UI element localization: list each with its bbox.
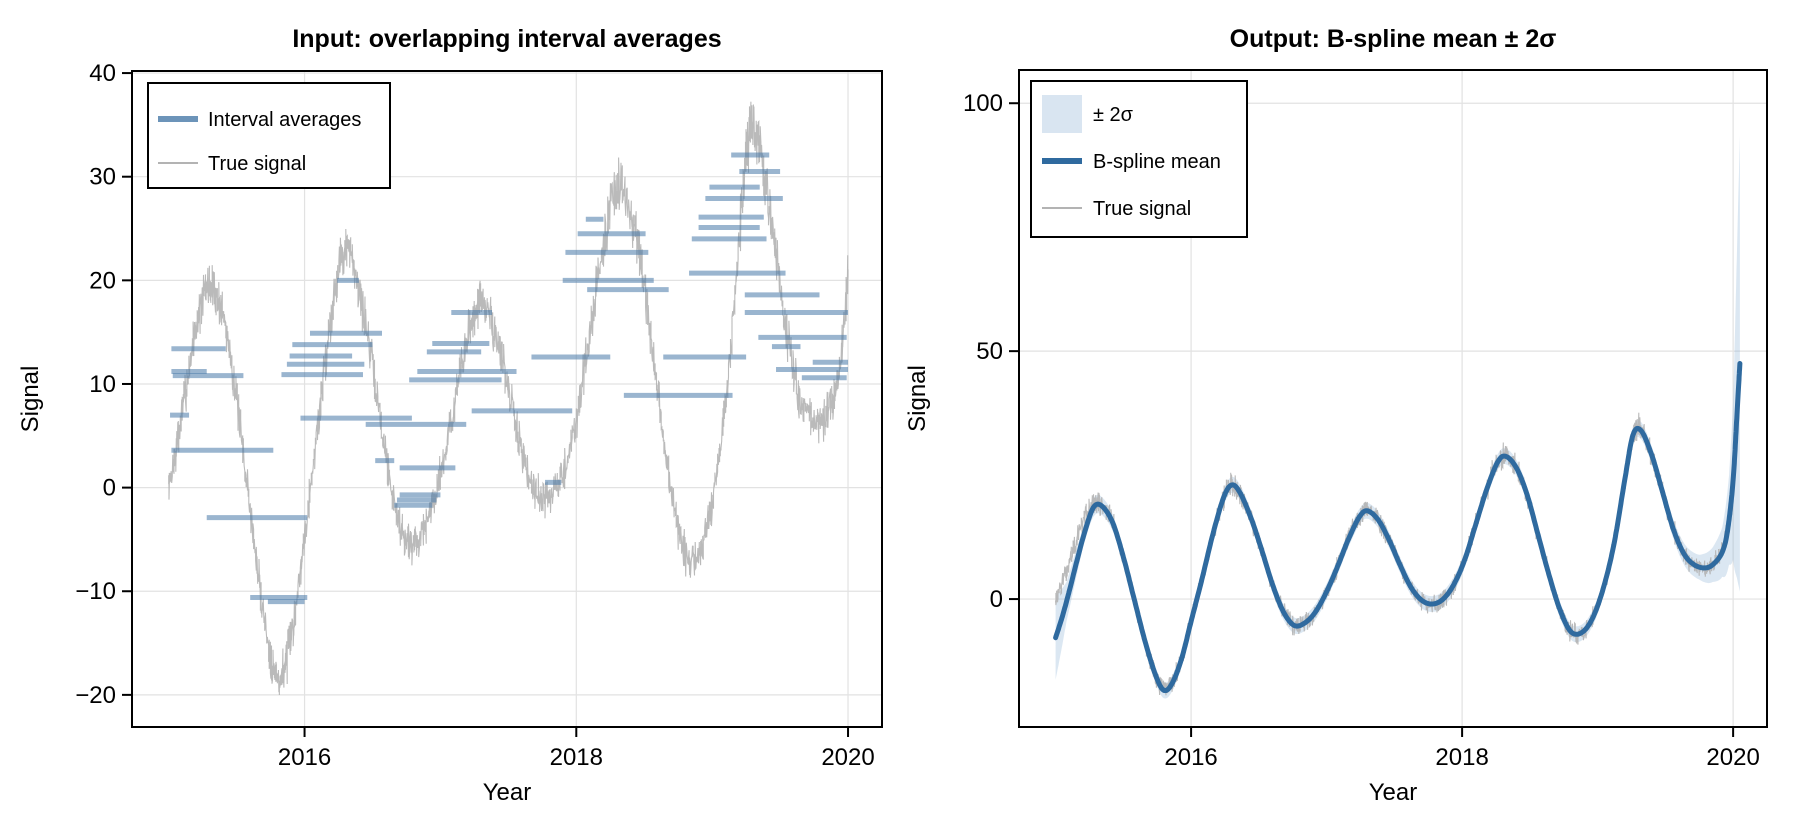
true-signal-line [168,101,849,696]
bspline-mean-line [1053,361,1743,694]
y-tick-label: 100 [963,90,1003,117]
legend: Interval averages True signal [147,82,391,189]
x-axis-label: Year [483,779,532,806]
plot-area [1053,135,1743,699]
x-tick-label: 2016 [278,744,331,771]
legend-entry-label: True signal [208,153,306,175]
y-tick-label: 20 [89,267,116,294]
plot-area [168,101,849,696]
panel-left: 2016 2018 2020 −20 −10 0 10 20 30 40 Input: overla… [17,25,883,806]
legend-entry-label: ± 2σ [1093,104,1134,126]
y-tick-label: −10 [75,578,116,605]
x-tick-label: 2020 [821,744,874,771]
y-tick-label: 0 [103,475,116,502]
y-tick-label: 0 [990,586,1003,613]
legend-entry-label: Interval averages [208,109,361,131]
interval-averages [170,152,849,605]
y-axis-label: Signal [17,366,44,433]
x-tick-label: 2018 [550,744,603,771]
legend-entry-label: True signal [1093,198,1191,220]
x-tick-label: 2018 [1435,744,1488,771]
y-tick-label: 50 [976,338,1003,365]
panel-title: Input: overlapping interval averages [292,25,721,53]
x-axis-label: Year [1369,779,1418,806]
panel-right: 2016 2018 2020 0 50 100 Output: B-spline mean … [904,25,1768,806]
legend-box [147,82,391,189]
legend-entry-label: B-spline mean [1093,151,1221,173]
y-tick-label: 10 [89,371,116,398]
x-tick-label: 2016 [1164,744,1217,771]
axis-frame [131,70,883,728]
y-tick-label: 30 [89,164,116,191]
y-tick-label: −20 [75,682,116,709]
grid [132,71,882,727]
axis-ticks [1009,102,1735,737]
x-tick-label: 2020 [1706,744,1759,771]
axis-ticks [122,72,850,737]
legend: ± 2σ B-spline mean True signal [1030,80,1248,238]
y-axis-label: Signal [904,365,931,432]
legend-sample-patch [1042,95,1082,133]
axis-frame [1018,69,1768,728]
y-tick-label: 40 [89,60,116,87]
panel-title: Output: B-spline mean ± 2σ [1230,25,1557,53]
